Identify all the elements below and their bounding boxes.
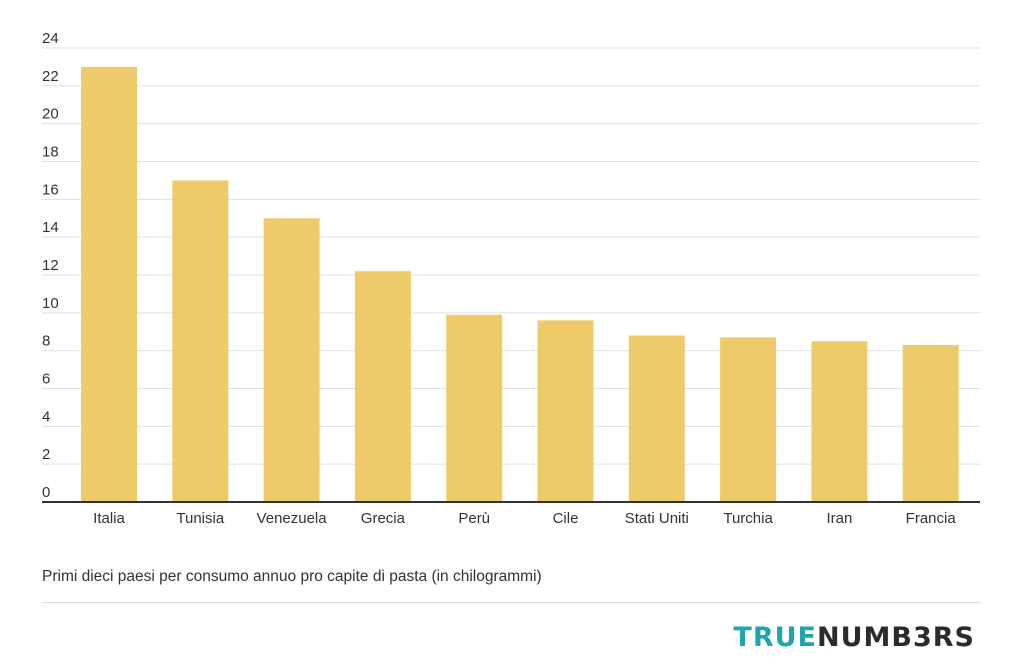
y-tick-label: 4 [42,408,50,425]
chart-caption: Primi dieci paesi per consumo annuo pro … [42,568,542,585]
x-tick-label: Venezuela [257,510,328,527]
y-tick-label: 2 [42,446,50,463]
x-tick-label: Turchia [723,510,773,527]
y-tick-label: 20 [42,106,59,123]
y-tick-label: 22 [42,68,59,85]
y-tick-label: 0 [42,484,50,501]
y-tick-label: 6 [42,371,50,388]
y-tick-label: 10 [42,295,59,312]
x-tick-label: Tunisia [176,510,224,527]
bars [81,66,959,503]
bar-cile [537,320,594,502]
bar-francia [902,344,959,502]
bar-iran [811,341,868,502]
y-tick-label: 24 [42,30,59,47]
bar-turchia [720,337,777,502]
bar-grecia [354,271,411,502]
logo-part-numbers: NUMB3RS [817,622,975,653]
caption-divider [42,602,980,603]
x-axis-labels: Italia Tunisia Venezuela Grecia Perù Cile Stat… [93,510,956,527]
y-tick-label: 18 [42,144,59,161]
x-tick-label: Italia [93,510,125,527]
bar-venezuela [263,218,320,502]
logo-part-true: TRUE [733,622,817,653]
bar-perù [446,314,503,502]
x-tick-label: Grecia [361,510,406,527]
x-tick-label: Perù [458,510,490,527]
x-tick-label: Francia [906,510,957,527]
x-tick-label: Iran [826,510,852,527]
y-tick-label: 8 [42,333,50,350]
truenumbers-logo: TRUENUMB3RS [733,622,975,653]
y-tick-label: 16 [42,181,59,198]
bar-stati-uniti [628,335,685,502]
y-tick-label: 12 [42,257,59,274]
x-tick-label: Cile [553,510,579,527]
bar-tunisia [172,180,229,502]
y-tick-label: 14 [42,219,59,236]
x-tick-label: Stati Uniti [625,510,689,527]
bar-italia [81,66,137,503]
